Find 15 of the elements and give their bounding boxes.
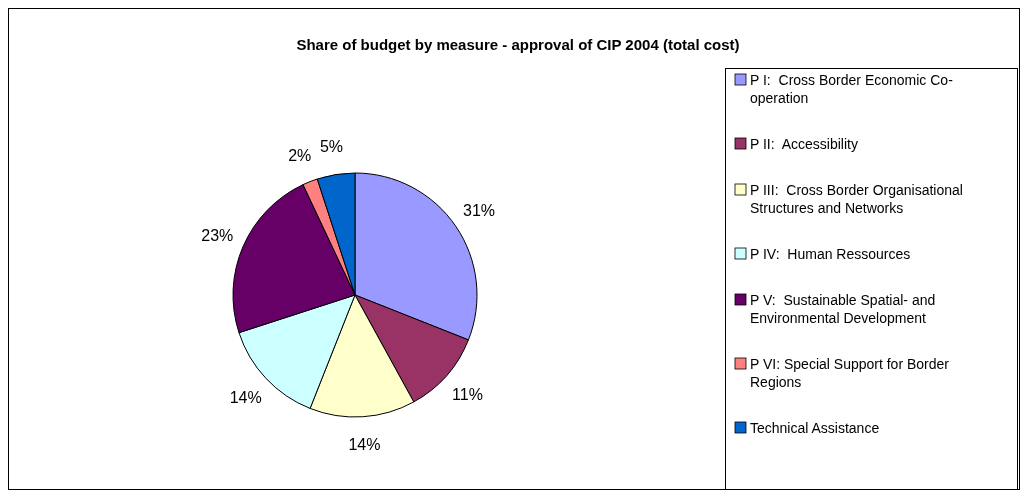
data-label: 2% <box>288 147 312 165</box>
data-label: 14% <box>229 389 262 407</box>
chart-title: Share of budget by measure - approval of CIP 2004 (total cost) <box>296 36 740 53</box>
data-label: 5% <box>319 138 344 156</box>
legend-label: P III: Cross Border Organisational Structures and Networks <box>750 182 963 216</box>
legend-label: P VI: Special Support for Border Regions <box>750 356 950 390</box>
data-label: 14% <box>348 436 381 454</box>
legend-label: P V: Sustainable Spatial- and Environmental Development <box>750 292 936 326</box>
legend-label: Technical Assistance <box>750 420 880 436</box>
legend-label: P IV: Human Ressources <box>750 246 911 262</box>
data-label: 31% <box>463 202 496 220</box>
data-label: 23% <box>201 226 234 244</box>
legend-label: P II: Accessibility <box>750 136 858 152</box>
data-label: 11% <box>452 385 483 403</box>
legend-label: P I: Cross Border Economic Co-operation <box>750 72 954 106</box>
